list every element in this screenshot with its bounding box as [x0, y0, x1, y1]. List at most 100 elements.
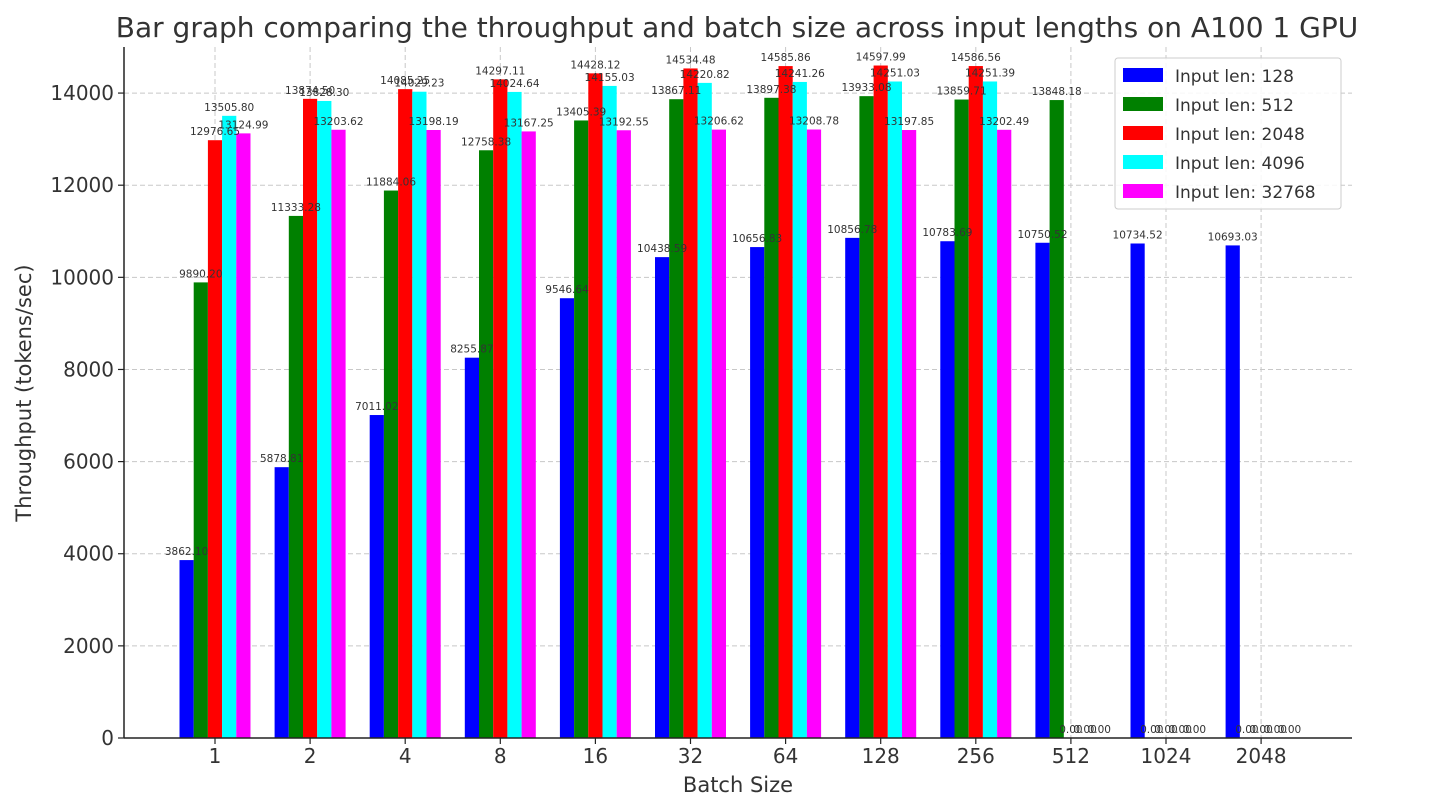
data-label: 13405.39: [556, 106, 606, 118]
data-label: 3862.10: [165, 546, 208, 558]
bar: [383, 190, 399, 739]
bar: [616, 130, 631, 739]
legend-swatch: [1123, 126, 1163, 140]
data-label: 14155.03: [585, 72, 635, 84]
data-label: 14586.56: [951, 52, 1001, 64]
bar: [954, 99, 969, 738]
data-label: 0.00: [1235, 724, 1258, 736]
data-label: 14024.64: [489, 78, 539, 90]
bar: [940, 241, 955, 738]
data-label: 13198.19: [409, 116, 459, 128]
data-label: 14428.12: [570, 59, 620, 71]
data-label: 10734.52: [1113, 229, 1163, 241]
data-label: 13192.55: [599, 116, 649, 128]
data-label: 14251.03: [870, 68, 920, 80]
bar: [764, 97, 779, 739]
bar: [845, 237, 860, 739]
x-tick-label: 1: [209, 744, 222, 768]
data-label: 9546.64: [545, 284, 589, 296]
y-tick-label: 4000: [63, 542, 114, 566]
data-label: 13933.08: [841, 82, 891, 94]
data-label: 14597.99: [856, 52, 906, 64]
bar: [369, 415, 384, 738]
data-label: 14585.86: [761, 52, 811, 64]
data-label: 10783.69: [922, 227, 972, 239]
legend-entry: Input len: 128: [1175, 67, 1294, 87]
data-label: 11333.28: [271, 202, 321, 214]
data-label: 0.00: [1249, 724, 1272, 736]
data-label: 13208.78: [789, 116, 839, 128]
bar: [778, 66, 793, 738]
legend-box: [1114, 57, 1342, 210]
legend-swatch: [1123, 68, 1163, 82]
data-label: 14251.39: [965, 67, 1015, 79]
data-label: 0.00: [1154, 724, 1177, 736]
data-label: 10693.03: [1208, 231, 1258, 243]
data-label: 13897.38: [746, 84, 796, 96]
data-label: 13874.50: [285, 85, 335, 97]
data-label: 0.00: [1088, 724, 1111, 736]
bar: [207, 140, 223, 738]
legend: Input len: 128 Input len: 512 Input len: 2…: [1114, 57, 1342, 210]
bar: [655, 257, 670, 738]
bar: [179, 560, 194, 738]
bar: [859, 96, 874, 739]
data-label: 14297.11: [475, 65, 525, 77]
y-tick-label: 10000: [50, 265, 114, 289]
y-tick-label: 14000: [50, 81, 114, 105]
data-label: 14029.23: [394, 78, 444, 90]
bar: [559, 298, 575, 738]
bar: [288, 215, 303, 738]
y-tick-label: 2000: [63, 634, 114, 658]
legend-swatch: [1123, 184, 1163, 198]
bar: [274, 467, 289, 738]
data-label: 14085.25: [380, 75, 430, 87]
data-label: 0.00: [1183, 724, 1206, 736]
x-tick-label: 4: [399, 744, 412, 768]
x-tick-label: 128: [862, 744, 900, 768]
bar: [806, 129, 822, 739]
bar: [317, 100, 332, 738]
axes-layer: 0 2000 4000 6000 8000 10000 12000 14000 1 2 4 8 16 32…: [50, 47, 1352, 768]
bar: [750, 247, 765, 738]
bars-layer: [179, 65, 1240, 739]
bar: [398, 89, 413, 739]
y-tick-label: 0: [101, 726, 114, 750]
x-tick-label: 16: [583, 744, 608, 768]
bar: [873, 65, 888, 738]
bar: [303, 98, 318, 739]
bar: [412, 91, 427, 738]
legend-swatch: [1123, 155, 1163, 169]
bar: [902, 130, 917, 738]
data-label: 0.00: [1278, 724, 1301, 736]
bar: [697, 82, 712, 738]
bar: [1130, 243, 1145, 738]
data-label: 13859.71: [937, 86, 987, 98]
data-label: 0.00: [1073, 724, 1096, 736]
data-label: 13202.49: [979, 116, 1029, 128]
bar: [1049, 100, 1064, 739]
data-label: 7011.02: [355, 401, 398, 413]
data-label: 13828.30: [299, 87, 349, 99]
bar: [493, 79, 508, 738]
bar: [1225, 245, 1240, 738]
data-label: 10656.83: [732, 233, 782, 245]
bar: [711, 129, 726, 738]
bar: [669, 99, 684, 738]
data-label: 12758.38: [461, 136, 511, 148]
x-tick-label: 512: [1052, 744, 1090, 768]
bar: [193, 282, 208, 738]
x-tick-label: 64: [773, 744, 798, 768]
data-label: 13505.80: [204, 102, 254, 114]
y-axis-label: Throughput (tokens/sec): [12, 264, 36, 522]
x-tick-label: 1024: [1141, 744, 1192, 768]
bar: [479, 150, 494, 738]
data-label: 13203.62: [313, 116, 363, 128]
x-tick-label: 2048: [1236, 744, 1287, 768]
data-label: 10856.78: [827, 224, 877, 236]
legend-entry: Input len: 2048: [1175, 125, 1305, 145]
bar: [982, 81, 998, 739]
bar: [464, 357, 479, 738]
